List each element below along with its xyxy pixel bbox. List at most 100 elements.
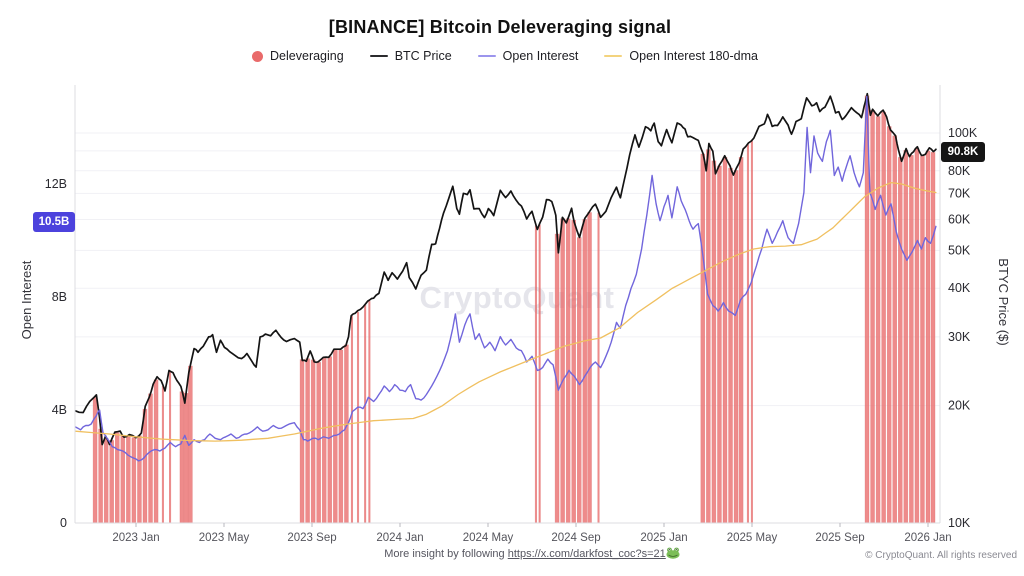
left-axis-title: Open Interest	[19, 260, 34, 339]
deleveraging-bar	[538, 224, 541, 524]
deleveraging-bar	[120, 435, 126, 524]
btc-price-value-badge: 90.8K	[941, 142, 985, 162]
x-axis-tick-label: 2024 May	[463, 532, 514, 544]
deleveraging-bar	[886, 126, 892, 524]
right-axis-tick-label: 30K	[948, 330, 971, 344]
x-axis-tick-label: 2023 Sep	[287, 532, 336, 544]
open-interest-value-badge: 10.5B	[33, 212, 75, 232]
series-line-open-interest-180-dma	[74, 181, 937, 442]
deleveraging-bar	[153, 379, 159, 524]
footer-note: More insight by following https://x.com/…	[0, 547, 1024, 560]
tick-labels: 0 4B 8B 12B 10K 20K 30K 40K 50K 60K 70K 80K 100K 2023…	[45, 126, 978, 544]
right-axis-tick-label: 80K	[948, 164, 971, 178]
legend-label: Deleveraging	[270, 49, 344, 63]
deleveraging-bar	[115, 432, 120, 524]
deleveraging-bar	[582, 219, 588, 524]
left-axis-tick-label: 4B	[52, 403, 67, 417]
x-axis-tick-label: 2026 Jan	[904, 532, 951, 544]
deleveraging-bar	[183, 393, 189, 524]
deleveraging-bar	[909, 155, 914, 524]
deleveraging-bar	[131, 437, 137, 524]
deleveraging-bar	[169, 371, 172, 524]
legend-item-deleveraging[interactable]: Deleveraging	[252, 49, 344, 63]
gridlines	[75, 132, 940, 407]
x-axis-tick-label: 2024 Sep	[551, 532, 600, 544]
right-axis-tick-label: 10K	[948, 516, 971, 530]
legend-label: Open Interest	[502, 49, 579, 63]
deleveraging-bar	[881, 111, 886, 524]
deleveraging-bar	[321, 358, 327, 524]
deleveraging-bar	[179, 391, 185, 524]
right-axis-tick-label: 60K	[948, 213, 971, 227]
legend-item-open-interest-180-dma[interactable]: Open Interest 180-dma	[604, 49, 758, 63]
deleveraging-bar	[728, 167, 733, 524]
legend-item-btc-price[interactable]: BTC Price	[369, 49, 452, 63]
deleveraging-bar	[161, 386, 164, 524]
deleveraging-bar	[597, 212, 600, 524]
deleveraging-bar	[733, 170, 739, 524]
x-axis-tick-label: 2025 Sep	[815, 532, 864, 544]
deleveraging-bar	[700, 153, 706, 524]
left-axis-tick-label: 0	[60, 516, 67, 530]
line-swatch-icon	[604, 54, 623, 58]
cryptoquant-watermark: CryptoQuant	[420, 280, 615, 315]
deleveraging-bar	[717, 165, 722, 524]
deleveraging-bar	[310, 359, 316, 524]
deleveraging-bar	[898, 157, 903, 524]
deleveraging-bar	[356, 311, 360, 524]
x-axis-tick-label: 2024 Jan	[376, 532, 423, 544]
deleveraging-bar	[746, 144, 750, 524]
right-axis-tick-label: 40K	[948, 281, 971, 295]
right-axis-title: BTYC Price ($)	[996, 258, 1011, 345]
x-axis-tick-label: 2023 May	[199, 532, 250, 544]
series-line-btc-price	[74, 92, 937, 446]
deleveraging-bar	[142, 408, 148, 524]
series-line-open-interest	[74, 95, 937, 462]
deleveraging-bar	[103, 437, 109, 524]
right-axis-tick-label: 70K	[948, 186, 971, 200]
deleveraging-bar	[316, 362, 321, 524]
deleveraging-bar	[338, 349, 344, 524]
deleveraging-bar	[706, 149, 711, 524]
deleveraging-bar	[930, 152, 936, 524]
deleveraging-bar	[722, 157, 728, 524]
deleveraging-bar	[925, 150, 931, 524]
deleveraging-bar	[571, 219, 576, 524]
copyright-notice: © CryptoQuant. All rights reserved	[865, 550, 1017, 561]
legend-item-open-interest[interactable]: Open Interest	[477, 49, 579, 63]
series-lines	[74, 92, 937, 462]
right-axis-tick-label: 50K	[948, 243, 971, 257]
axes	[74, 85, 941, 527]
deleveraging-bar	[137, 435, 142, 524]
line-swatch-icon	[369, 54, 388, 58]
footer-link[interactable]: https://x.com/darkfost_coc?s=21	[507, 548, 666, 560]
deleveraging-bar	[344, 344, 349, 524]
frog-emoji-icon	[666, 547, 680, 559]
deleveraging-bar	[368, 301, 371, 524]
deleveraging-bar	[299, 359, 305, 524]
deleveraging-bar	[892, 135, 897, 524]
footer-text: More insight by following	[384, 548, 508, 560]
deleveraging-bar	[738, 157, 744, 524]
deleveraging-bar	[126, 435, 131, 524]
deleveraging-bar	[711, 160, 717, 524]
deleveraging-bar	[560, 218, 565, 524]
deleveraging-bar	[870, 110, 875, 524]
deleveraging-bar	[903, 150, 909, 524]
deleveraging-bar	[750, 140, 753, 524]
deleveraging-bar	[109, 440, 114, 524]
x-axis-tick-label: 2025 Jan	[640, 532, 687, 544]
legend-label: BTC Price	[394, 49, 452, 63]
deleveraging-bar	[350, 315, 354, 524]
chart-title: [BINANCE] Bitcoin Deleveraging signal	[328, 17, 672, 37]
x-axis-tick-label: 2025 May	[727, 532, 778, 544]
right-axis-tick-label: 20K	[948, 399, 971, 413]
legend: Deleveraging BTC Price Open Interest Open I…	[0, 49, 1010, 63]
legend-label: Open Interest 180-dma	[629, 49, 758, 63]
deleveraging-bar	[148, 393, 153, 524]
deleveraging-dot-icon	[252, 50, 264, 62]
left-axis-tick-label: 12B	[45, 177, 67, 191]
deleveraging-bar	[914, 148, 920, 524]
